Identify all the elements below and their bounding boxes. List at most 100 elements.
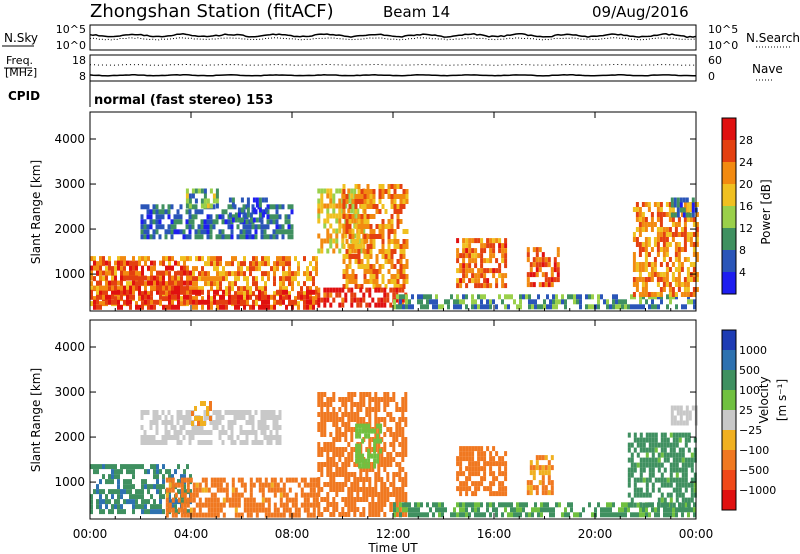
power-cell bbox=[99, 256, 102, 262]
freq-label: Freq. bbox=[6, 54, 33, 67]
power-cell bbox=[393, 279, 397, 284]
power-cell bbox=[248, 224, 252, 230]
nsky-panel: N.Sky 10^5 10^0 10^5 10^0 N.Search bbox=[2, 23, 800, 52]
velocity-cell bbox=[365, 447, 369, 452]
power-cell bbox=[386, 297, 390, 303]
power-cell bbox=[659, 202, 663, 207]
velocity-cell bbox=[395, 472, 399, 477]
velocity-cell bbox=[544, 490, 548, 496]
power-cell bbox=[342, 189, 346, 194]
power-cell bbox=[156, 280, 159, 286]
power-cell bbox=[659, 237, 663, 242]
velocity-cell bbox=[672, 452, 676, 458]
velocity-cell bbox=[347, 427, 351, 432]
velocity-cell bbox=[371, 462, 375, 467]
power-cell bbox=[462, 258, 466, 264]
velocity-cell bbox=[670, 420, 674, 426]
power-cell bbox=[219, 286, 222, 292]
power-cell bbox=[344, 203, 348, 209]
power-cell bbox=[651, 299, 654, 305]
power-cell bbox=[399, 264, 403, 269]
power-cell bbox=[147, 299, 150, 305]
velocity-cell bbox=[676, 410, 680, 416]
range-tick-label: 1000 bbox=[54, 267, 85, 281]
velocity-cell bbox=[362, 487, 366, 492]
power-cell bbox=[405, 304, 408, 310]
velocity-cell bbox=[260, 420, 264, 425]
velocity-cell bbox=[161, 420, 165, 425]
power-cell bbox=[426, 304, 429, 310]
power-cell bbox=[200, 234, 204, 240]
power-cell bbox=[144, 281, 147, 287]
power-cell bbox=[230, 234, 234, 240]
power-cell bbox=[378, 224, 382, 229]
velocity-cell bbox=[167, 420, 171, 425]
power-cell bbox=[255, 281, 258, 287]
velocity-cell bbox=[356, 477, 360, 482]
velocity-cell bbox=[380, 507, 384, 512]
power-cell bbox=[212, 224, 216, 230]
power-cell bbox=[161, 209, 165, 215]
power-cell bbox=[647, 277, 651, 282]
velocity-cell bbox=[549, 512, 552, 518]
power-cell bbox=[90, 270, 93, 276]
velocity-cell bbox=[376, 433, 380, 439]
power-cell bbox=[405, 299, 408, 305]
velocity-cell bbox=[173, 430, 177, 435]
velocity-cell bbox=[669, 497, 673, 503]
velocity-cell bbox=[173, 425, 177, 430]
power-cell bbox=[216, 304, 219, 310]
velocity-cell bbox=[648, 477, 652, 483]
power-cell bbox=[255, 261, 258, 267]
velocity-cell bbox=[361, 423, 365, 429]
velocity-cell bbox=[108, 464, 111, 470]
power-cell bbox=[90, 256, 93, 262]
velocity-cell bbox=[404, 472, 408, 477]
velocity-cell bbox=[678, 452, 682, 458]
power-cell bbox=[290, 224, 294, 230]
power-cell bbox=[654, 304, 657, 310]
velocity-cell bbox=[326, 502, 330, 507]
velocity-cell bbox=[651, 462, 655, 468]
power-cell bbox=[99, 304, 102, 310]
nsky-trace bbox=[89, 33, 697, 39]
power-cell bbox=[366, 224, 370, 229]
velocity-cell bbox=[609, 502, 612, 508]
power-cell bbox=[141, 265, 144, 271]
velocity-cell bbox=[186, 497, 190, 503]
velocity-cell bbox=[102, 489, 105, 495]
velocity-cell bbox=[338, 407, 342, 412]
velocity-cell bbox=[398, 422, 402, 427]
velocity-cell bbox=[272, 425, 276, 430]
velocity-cell bbox=[358, 453, 362, 459]
power-cell bbox=[201, 296, 204, 302]
velocity-cell bbox=[371, 397, 375, 402]
velocity-cell bbox=[344, 432, 348, 437]
power-cell bbox=[351, 274, 355, 279]
power-cell bbox=[323, 223, 327, 229]
power-cell bbox=[261, 261, 264, 267]
power-cell bbox=[117, 280, 120, 286]
power-cell bbox=[399, 304, 402, 310]
velocity-cell bbox=[243, 502, 247, 508]
power-cell bbox=[252, 197, 256, 203]
power-cell bbox=[638, 242, 642, 247]
velocity-cell bbox=[386, 472, 390, 477]
power-cell bbox=[219, 261, 222, 267]
velocity-cell bbox=[174, 482, 178, 488]
velocity-cell bbox=[140, 415, 144, 420]
power-colorbar-swatch bbox=[722, 184, 736, 207]
velocity-cell bbox=[550, 455, 554, 461]
velocity-cell bbox=[498, 461, 502, 467]
velocity-cell bbox=[529, 465, 533, 471]
power-cell bbox=[231, 271, 234, 277]
velocity-cell bbox=[99, 464, 102, 470]
power-cell bbox=[222, 289, 225, 295]
power-cell bbox=[644, 287, 648, 292]
power-cell bbox=[167, 209, 171, 215]
velocity-cell bbox=[389, 492, 393, 497]
power-cell bbox=[126, 286, 129, 292]
velocity-cell bbox=[353, 487, 357, 492]
power-cell bbox=[644, 222, 648, 227]
velocity-cell bbox=[347, 487, 351, 492]
